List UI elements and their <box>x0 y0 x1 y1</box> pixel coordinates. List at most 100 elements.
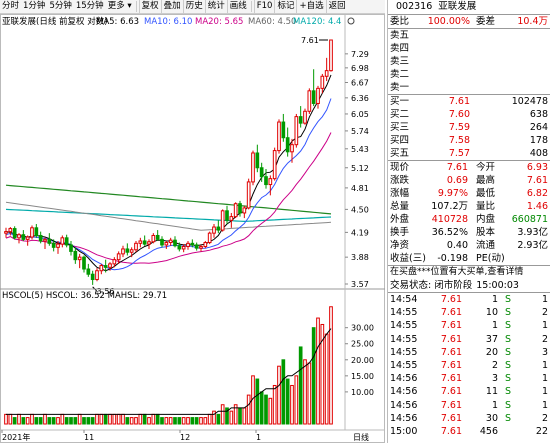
tick-row: 14:56 7.61 11 S 1 <box>388 385 550 398</box>
weibi-label: 委比 <box>390 16 410 27</box>
chart-area[interactable]: 亚联发展(日线 前复权 对数) MA5: 6.63 MA10: 6.10 MA20: … <box>0 14 385 443</box>
status-time: 15:00:03 <box>476 280 519 291</box>
stat-label: 最低 <box>476 188 496 199</box>
tick-price: 7.61 <box>440 294 462 305</box>
indicator-bar <box>34 417 39 425</box>
f10-button[interactable]: F10 <box>253 0 275 13</box>
stat-label: 收益(三) <box>390 253 426 264</box>
candle-body <box>281 121 286 139</box>
weibi-value: 100.00% <box>427 16 470 27</box>
candle-body <box>34 227 39 236</box>
mark-button[interactable]: 标记 <box>274 0 296 13</box>
ytick-label: 4.50 <box>351 205 369 214</box>
tick-count: 1 <box>541 373 548 385</box>
drawline-button[interactable]: 画线 <box>226 0 249 13</box>
ask-volume <box>470 68 548 81</box>
indicator-bar <box>138 413 143 425</box>
bid-row[interactable]: 买五 7.57 408 <box>388 147 550 160</box>
period-label: 日线 <box>353 432 369 442</box>
indicator-bar <box>12 417 17 425</box>
xaxis-label: 1 <box>256 433 261 442</box>
indicator-bar <box>242 407 247 425</box>
stat-value: 36.52% <box>431 227 468 238</box>
5min-tab[interactable]: 5分钟 <box>49 1 72 11</box>
tick-row: 14:55 7.61 2 S 1 <box>388 359 550 372</box>
bid-row[interactable]: 买二 7.60 638 <box>388 108 550 121</box>
ytick-label: 6.67 <box>351 79 369 88</box>
divider <box>388 28 550 29</box>
stock-code: 002316 <box>396 1 433 12</box>
fuquan-button[interactable]: 复权 <box>138 0 161 13</box>
candle-body <box>303 110 307 124</box>
tick-volume: 20 <box>485 346 498 358</box>
ytick-label: 7.29 <box>351 50 369 59</box>
ask-row: 卖一 <box>388 81 550 94</box>
overlay-button[interactable]: 叠加 <box>160 0 183 13</box>
more-tab[interactable]: 更多 ▾ <box>107 1 132 11</box>
1min-tab[interactable]: 1分钟 <box>23 1 46 11</box>
tick-side <box>498 425 518 438</box>
bid-price: 7.57 <box>448 148 470 159</box>
stock-name: 亚联发展 <box>438 1 477 12</box>
candle-body <box>69 244 73 252</box>
kline-chart-svg[interactable]: 亚联发展(日线 前复权 对数)MA5: 6.63 MA10: 6.10 MA20: … <box>0 14 385 443</box>
bid-row[interactable]: 买一 7.61 102478 <box>388 95 550 108</box>
history-button[interactable]: 历史 <box>182 0 205 13</box>
candle-body <box>134 242 138 251</box>
ytick-label: 3.88 <box>351 253 369 262</box>
indicator-bar <box>320 323 325 425</box>
indicator-bar <box>259 391 264 425</box>
indicator-bar <box>173 417 177 425</box>
stat-row: 总量 107.2万 量比 1.46 <box>388 200 550 213</box>
candle-body <box>246 181 251 209</box>
ma20-legend: MA20: 5.65 <box>195 17 243 27</box>
minute-tab[interactable]: 分时 <box>2 1 20 11</box>
stat-label: 量比 <box>476 201 496 212</box>
tick-count: 1 <box>541 399 548 411</box>
stat-value: 3.93亿 <box>517 227 548 238</box>
candle-body <box>25 236 30 240</box>
big-order-notice[interactable]: 在买盘***位置有大买单,查看详情 <box>388 266 550 279</box>
indicator-bar <box>264 394 268 425</box>
tick-side: S <box>504 373 512 385</box>
stat-row: 现价 7.61 今开 6.93 <box>388 161 550 174</box>
candle-body <box>186 242 190 248</box>
tick-time: 14:55 <box>390 346 418 358</box>
indicator-bar <box>82 417 86 425</box>
candle-body <box>194 244 199 249</box>
indicator-bar <box>73 417 78 425</box>
ask-price <box>420 29 470 42</box>
candle-body <box>268 178 273 186</box>
tick-side: S <box>504 359 512 371</box>
candle-body <box>259 167 264 178</box>
notice-text[interactable]: 在买盘***位置有大买单,查看详情 <box>390 267 524 277</box>
tick-time: 14:56 <box>390 386 418 398</box>
bid-row[interactable]: 买四 7.58 178 <box>388 134 550 147</box>
15min-tab[interactable]: 15分钟 <box>75 1 104 11</box>
stat-row: 外盘 410728 内盘 660871 <box>388 213 550 226</box>
indicator-layer: HSCOL(5) HSCOL: 36.52 MAHSL: 29.71 <box>2 291 333 425</box>
indicator-bar <box>60 413 65 425</box>
candle-body <box>43 238 47 242</box>
candle-body <box>229 216 234 221</box>
indicator-bar <box>207 413 212 425</box>
add-watchlist-button[interactable]: +自选 <box>296 0 325 13</box>
tick-price: 7.61 <box>440 346 462 358</box>
xaxis-label: 11 <box>84 433 94 442</box>
bid-row[interactable]: 买三 7.59 264 <box>388 121 550 134</box>
indicator-bar <box>134 417 138 425</box>
tick-volume: 3 <box>491 373 498 385</box>
candle-body <box>203 242 208 248</box>
indicator-bar <box>212 410 216 425</box>
candle-body <box>298 116 303 124</box>
back-button[interactable]: 返回 <box>325 0 348 13</box>
bid-price: 7.59 <box>448 122 470 133</box>
tick-count: 2 <box>541 307 548 319</box>
stat-value: 7.61 <box>526 175 548 186</box>
indicator-bar <box>311 327 316 425</box>
indicator-bar <box>238 407 242 425</box>
bid-label: 买五 <box>390 148 410 159</box>
ask-volume <box>470 42 548 55</box>
stat-row: 换手 36.52% 股本 3.93亿 <box>388 226 550 239</box>
stats-button[interactable]: 统计 <box>204 0 227 13</box>
